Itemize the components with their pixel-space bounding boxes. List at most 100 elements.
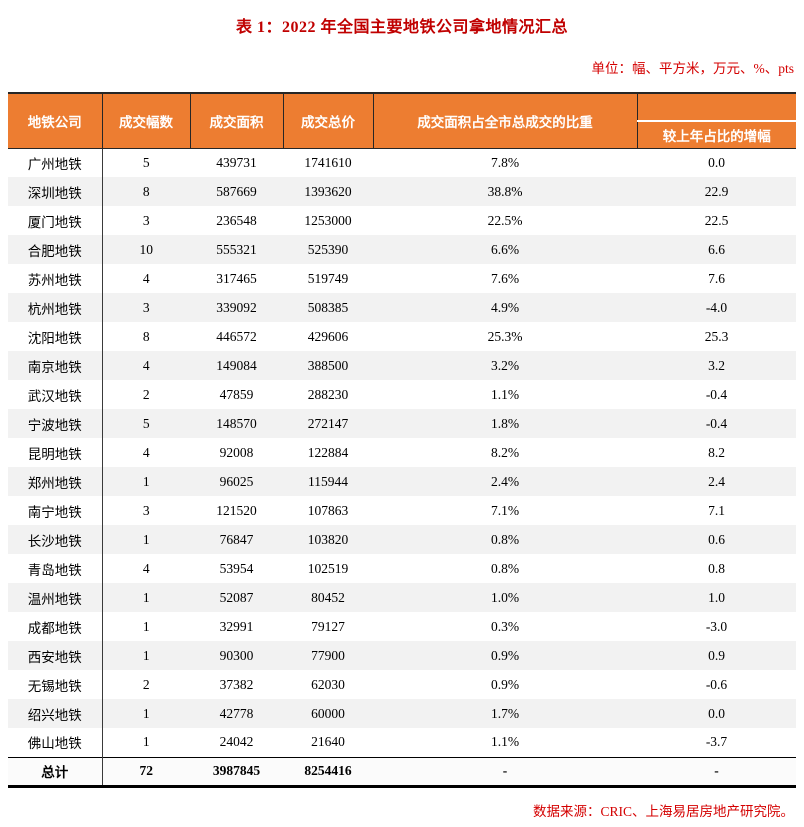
cell-company: 长沙地铁 bbox=[8, 525, 103, 554]
cell-area-share: 3.2% bbox=[490, 357, 520, 373]
table-row: 西安地铁 1 90300 77900 0.9% 0.9 bbox=[8, 641, 796, 670]
header-row-top: 地铁公司 成交幅数 成交面积 成交总价 成交面积占全市总成交的比重 bbox=[8, 91, 796, 149]
table-row: 长沙地铁 1 76847 103820 0.8% 0.6 bbox=[8, 525, 796, 554]
cell-deal-count: 5 bbox=[142, 415, 150, 431]
cell-share-change: 25.3 bbox=[704, 328, 729, 344]
cell-share-change: -3.7 bbox=[705, 734, 728, 750]
cell-deal-area: 47859 bbox=[219, 386, 254, 402]
cell-area-share: 1.0% bbox=[490, 589, 520, 605]
cell-deal-count: 1 bbox=[142, 618, 150, 634]
cell-deal-count: 3 bbox=[142, 502, 150, 518]
total-share-change: - bbox=[637, 756, 796, 788]
cell-area-share: 0.9% bbox=[490, 647, 520, 663]
cell-share-change: 1.0 bbox=[708, 589, 725, 605]
cell-share-change: 22.5 bbox=[704, 212, 729, 228]
cell-deal-area: 42778 bbox=[219, 705, 254, 721]
table-row: 成都地铁 1 32991 79127 0.3% -3.0 bbox=[8, 612, 796, 641]
cell-deal-count: 1 bbox=[142, 589, 150, 605]
cell-company: 无锡地铁 bbox=[8, 670, 103, 699]
cell-deal-area: 121520 bbox=[216, 502, 257, 518]
cell-company: 成都地铁 bbox=[8, 612, 103, 641]
cell-deal-count: 2 bbox=[142, 386, 150, 402]
cell-deal-area: 96025 bbox=[219, 473, 254, 489]
cell-deal-area: 37382 bbox=[219, 676, 254, 692]
cell-company: 绍兴地铁 bbox=[8, 699, 103, 728]
cell-share-change: -0.4 bbox=[705, 386, 728, 402]
cell-deal-total-price: 115944 bbox=[308, 473, 348, 489]
cell-deal-total-price: 1741610 bbox=[304, 154, 352, 170]
col-header-empty-cell bbox=[636, 91, 796, 123]
total-label: 总计 bbox=[8, 756, 103, 788]
cell-deal-count: 4 bbox=[142, 270, 150, 286]
cell-deal-total-price: 1253000 bbox=[304, 212, 352, 228]
cell-deal-area: 76847 bbox=[219, 531, 254, 547]
cell-deal-count: 8 bbox=[142, 183, 150, 199]
cell-deal-count: 3 bbox=[142, 212, 150, 228]
cell-deal-count: 3 bbox=[142, 299, 150, 315]
cell-share-change: 7.1 bbox=[708, 502, 725, 518]
cell-area-share: 1.1% bbox=[490, 386, 520, 402]
cell-deal-total-price: 525390 bbox=[307, 241, 349, 257]
cell-share-change: -0.6 bbox=[705, 676, 728, 692]
cell-area-share: 0.9% bbox=[490, 676, 520, 692]
cell-deal-area: 149084 bbox=[216, 357, 257, 373]
header-row-sub: 较上年占比的增幅 bbox=[8, 121, 796, 149]
cell-area-share: 1.1% bbox=[490, 734, 520, 750]
cell-deal-area: 90300 bbox=[219, 647, 254, 663]
cell-area-share: 0.3% bbox=[490, 618, 520, 634]
cell-deal-area: 53954 bbox=[219, 560, 254, 576]
cell-area-share: 38.8% bbox=[487, 183, 523, 199]
table-row: 绍兴地铁 1 42778 60000 1.7% 0.0 bbox=[8, 699, 796, 728]
cell-share-change: 6.6 bbox=[708, 241, 725, 257]
cell-deal-total-price: 288230 bbox=[307, 386, 349, 402]
cell-deal-count: 4 bbox=[142, 444, 150, 460]
cell-deal-total-price: 508385 bbox=[307, 299, 349, 315]
table-row: 广州地铁 5 439731 1741610 7.8% 0.0 bbox=[8, 148, 796, 177]
cell-area-share: 2.4% bbox=[490, 473, 520, 489]
cell-deal-count: 1 bbox=[142, 473, 150, 489]
cell-company: 广州地铁 bbox=[8, 148, 103, 177]
cell-deal-count: 1 bbox=[142, 647, 150, 663]
cell-company: 佛山地铁 bbox=[8, 728, 103, 757]
cell-deal-total-price: 103820 bbox=[307, 531, 349, 547]
cell-deal-area: 52087 bbox=[219, 589, 254, 605]
cell-area-share: 1.8% bbox=[490, 415, 520, 431]
cell-share-change: 0.0 bbox=[708, 154, 725, 170]
cell-share-change: 0.0 bbox=[708, 705, 725, 721]
cell-share-change: -0.4 bbox=[705, 415, 728, 431]
cell-share-change: 3.2 bbox=[708, 357, 725, 373]
cell-company: 杭州地铁 bbox=[8, 293, 103, 322]
col-header-deal-count: 成交幅数 bbox=[101, 92, 190, 149]
cell-company: 南京地铁 bbox=[8, 351, 103, 380]
cell-deal-count: 5 bbox=[142, 154, 150, 170]
cell-share-change: 0.8 bbox=[708, 560, 725, 576]
cell-company: 温州地铁 bbox=[8, 583, 103, 612]
cell-deal-total-price: 79127 bbox=[311, 618, 345, 634]
cell-area-share: 8.2% bbox=[490, 444, 520, 460]
table-row: 昆明地铁 4 92008 122884 8.2% 8.2 bbox=[8, 438, 796, 467]
unit-note: 单位：幅、平方米，万元、%、pts bbox=[591, 61, 795, 76]
col-header-area-share: 成交面积占全市总成交的比重 bbox=[372, 92, 637, 149]
cell-deal-count: 1 bbox=[142, 531, 150, 547]
cell-share-change: 7.6 bbox=[708, 270, 725, 286]
cell-deal-count: 1 bbox=[142, 705, 150, 721]
table-row: 杭州地铁 3 339092 508385 4.9% -4.0 bbox=[8, 293, 796, 322]
col-header-company: 地铁公司 bbox=[8, 92, 102, 149]
cell-share-change: -4.0 bbox=[705, 299, 728, 315]
table-header: 地铁公司 成交幅数 成交面积 成交总价 成交面积占全市总成交的比重 较上年占比的… bbox=[8, 91, 796, 149]
cell-company: 郑州地铁 bbox=[8, 467, 103, 496]
cell-deal-area: 587669 bbox=[216, 183, 257, 199]
cell-area-share: 25.3% bbox=[487, 328, 523, 344]
cell-company: 厦门地铁 bbox=[8, 206, 103, 235]
cell-share-change: 8.2 bbox=[708, 444, 725, 460]
table-row: 武汉地铁 2 47859 288230 1.1% -0.4 bbox=[8, 380, 796, 409]
cell-area-share: 1.7% bbox=[490, 705, 520, 721]
cell-company: 深圳地铁 bbox=[8, 177, 103, 206]
cell-deal-total-price: 21640 bbox=[311, 734, 345, 750]
total-row: 总计 72 3987845 8254416 - - bbox=[8, 756, 796, 788]
cell-share-change: 22.9 bbox=[704, 183, 729, 199]
cell-deal-total-price: 388500 bbox=[307, 357, 349, 373]
table-row: 温州地铁 1 52087 80452 1.0% 1.0 bbox=[8, 583, 796, 612]
table-body: 广州地铁 5 439731 1741610 7.8% 0.0 深圳地铁 8 587669 1393… bbox=[8, 148, 796, 757]
